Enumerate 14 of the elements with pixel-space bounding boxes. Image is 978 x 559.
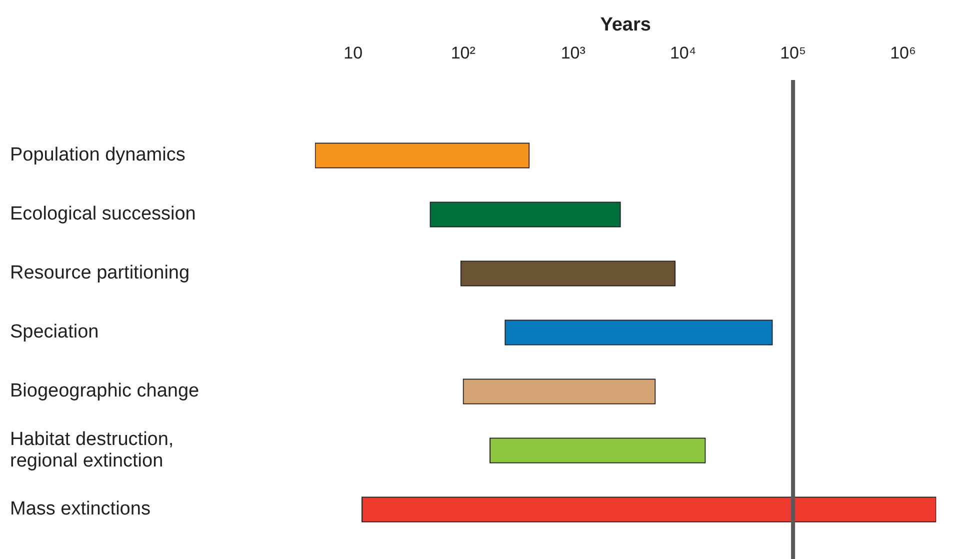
x-tick-label: 10² [450, 43, 476, 62]
x-tick-label: 10⁵ [780, 43, 806, 62]
x-tick-label: 10 [344, 43, 363, 62]
x-tick-label: 10⁴ [670, 43, 696, 62]
x-tick-label: 10³ [560, 43, 586, 62]
x-axis-title: Years [600, 14, 651, 36]
y-tick-label: Ecological succession [10, 204, 196, 225]
y-tick-label: Habitat destruction, regional extinction [10, 428, 174, 472]
y-tick-label: Resource partitioning [10, 262, 190, 284]
y-tick-label: Biogeographic change [10, 380, 200, 402]
x-tick-label: 10⁶ [890, 43, 916, 62]
y-tick-label: Population dynamics [10, 144, 186, 166]
y-tick-label: Speciation [10, 322, 99, 343]
y-tick-label: Mass extinctions [10, 498, 150, 520]
